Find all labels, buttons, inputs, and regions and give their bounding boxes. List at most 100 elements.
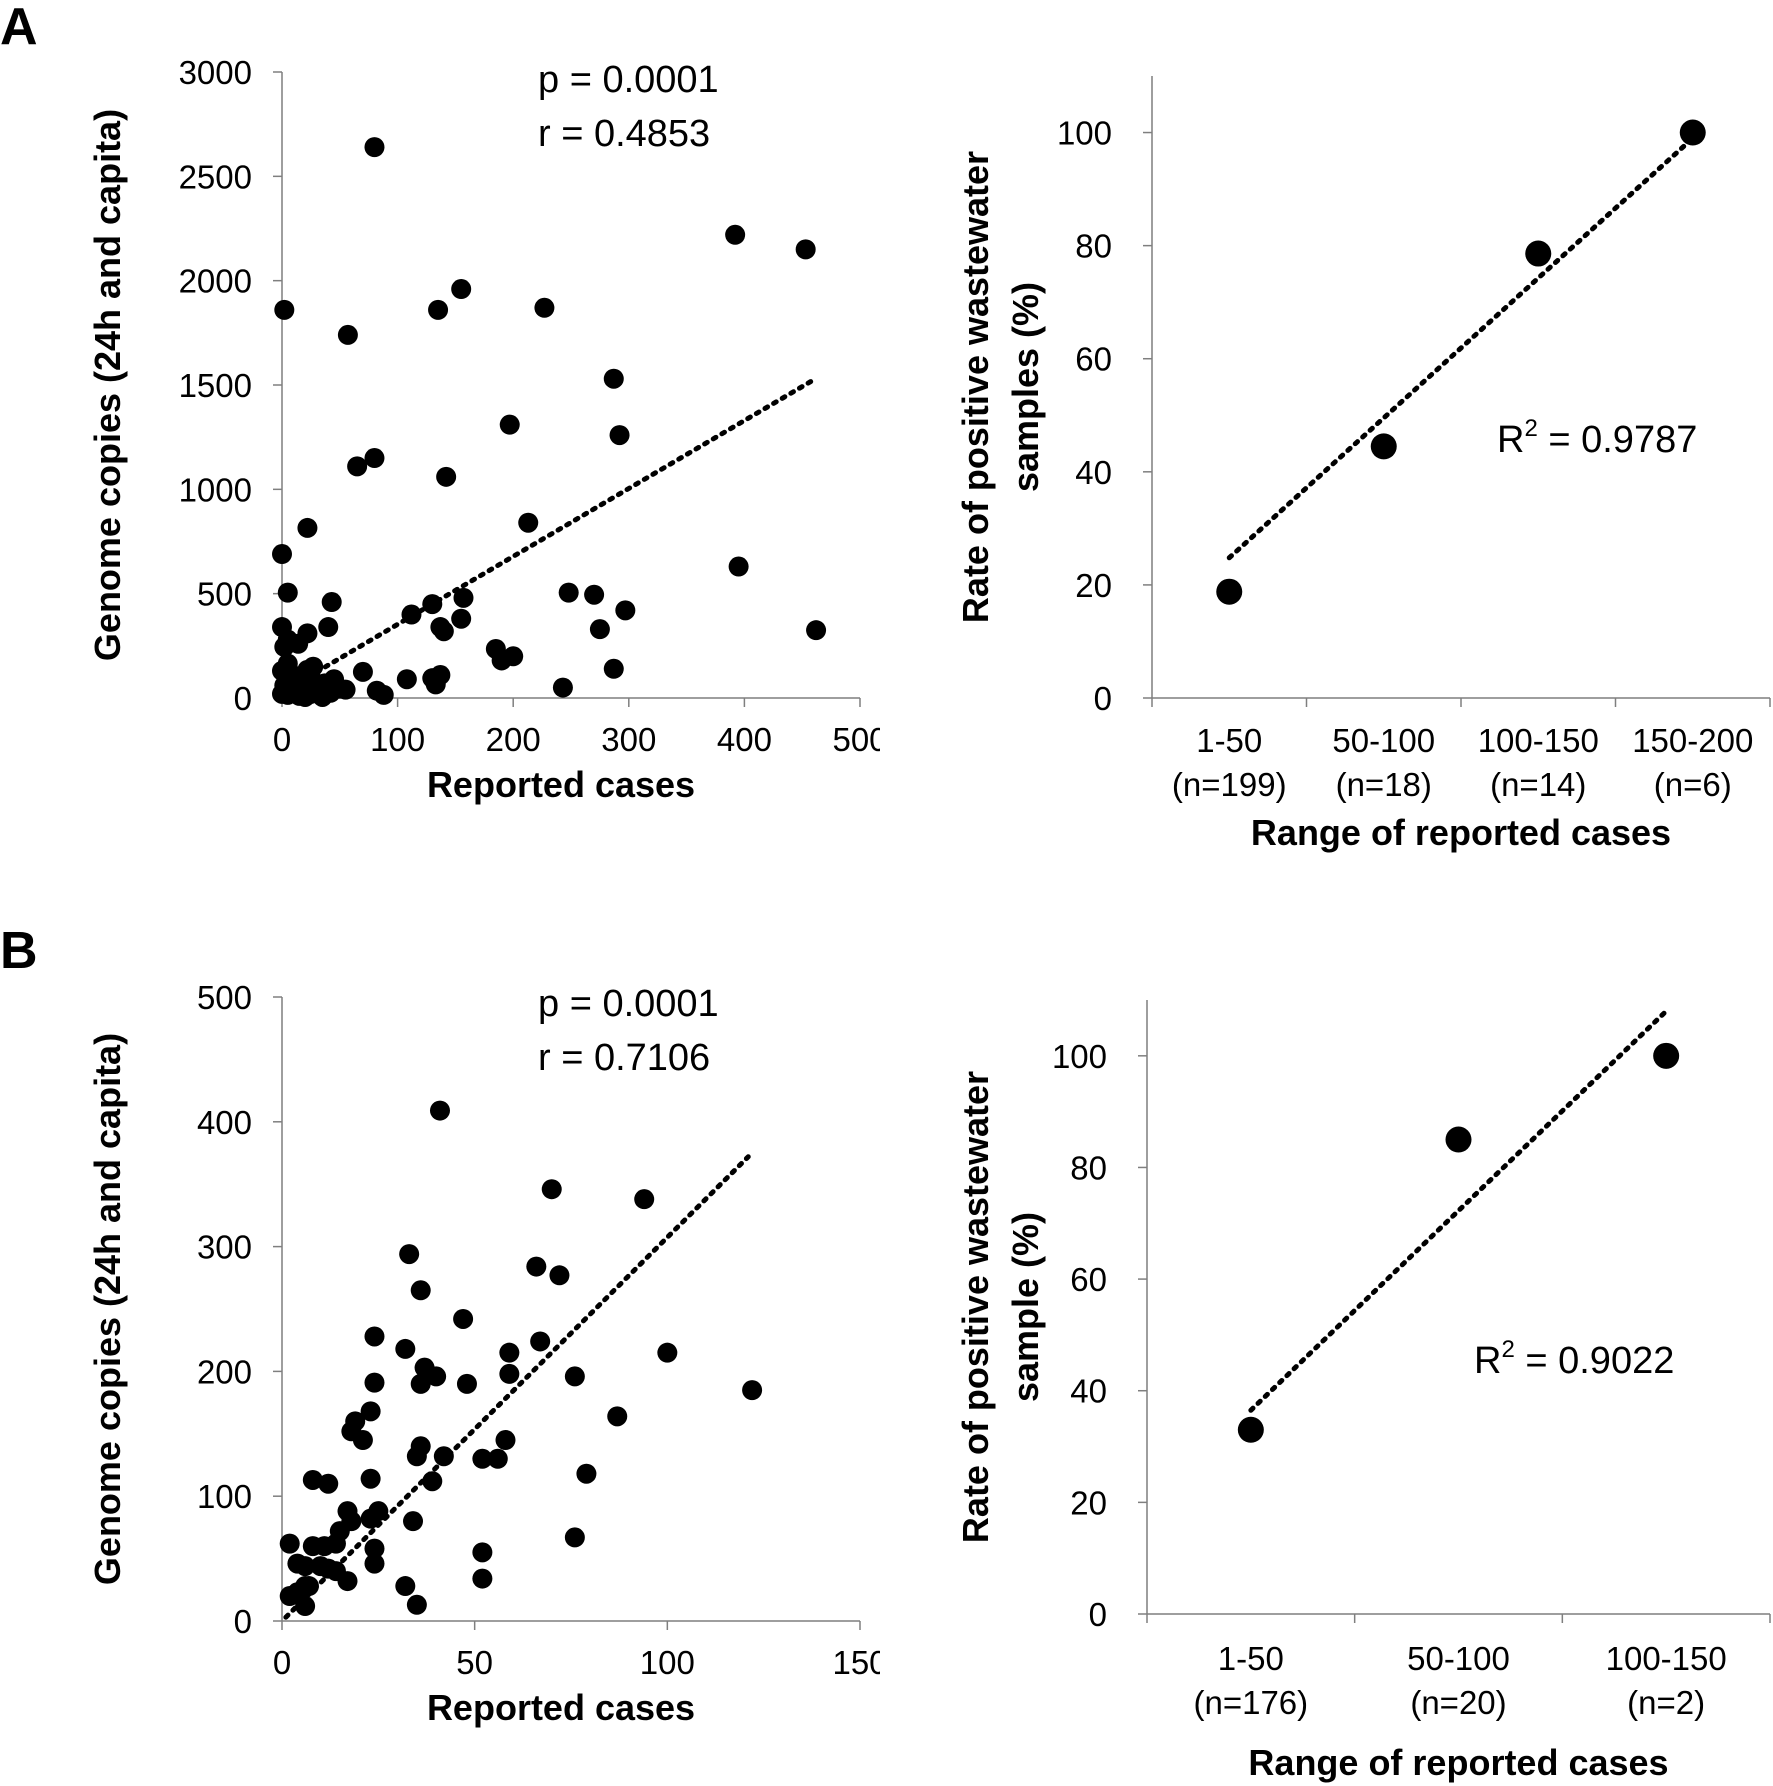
y-tick-label: 100 [1052, 1038, 1107, 1075]
y-tick-label: 60 [1075, 341, 1112, 378]
p-value: p = 0.0001 [538, 59, 719, 101]
y-tick-label: 1000 [179, 471, 252, 508]
data-point [795, 239, 816, 260]
x-tick-label: 200 [486, 721, 541, 758]
data-point [318, 617, 339, 638]
data-point [491, 650, 512, 671]
r-squared-label: R2 = 0.9787 [1497, 415, 1697, 461]
data-point [453, 1308, 474, 1329]
category-n-label: (n=20) [1410, 1684, 1506, 1721]
y-tick-label: 0 [1094, 680, 1112, 717]
data-point [321, 592, 342, 613]
data-point [295, 1596, 316, 1617]
y-tick-label: 20 [1070, 1484, 1107, 1521]
data-point [603, 658, 624, 679]
data-point [433, 621, 454, 642]
data-point [1653, 1042, 1680, 1069]
data-point [360, 1508, 381, 1529]
y-axis-title-line: sample (%) [1005, 1212, 1046, 1402]
y-tick-label: 0 [234, 1603, 252, 1640]
x-axis-title: Range of reported cases [1251, 812, 1671, 853]
x-tick-label: 300 [601, 721, 656, 758]
trendline [283, 1154, 751, 1620]
data-point [603, 368, 624, 389]
r-value: r = 0.7106 [538, 1037, 710, 1079]
y-tick-label: 2000 [179, 263, 252, 300]
data-point [395, 1576, 416, 1597]
y-tick-label: 500 [197, 576, 252, 613]
data-point [1525, 240, 1552, 267]
y-axis-title: Rate of positive wastewater samples (%) [955, 151, 1046, 623]
y-axis-title-line: samples (%) [1005, 282, 1046, 492]
x-tick-label: 50 [456, 1644, 493, 1681]
data-point [451, 608, 472, 629]
data-point [609, 425, 630, 446]
data-point [487, 1448, 508, 1469]
data-point [518, 512, 539, 533]
x-tick-label: 0 [273, 1644, 291, 1681]
category-n-label: (n=199) [1172, 766, 1287, 803]
y-tick-label: 0 [234, 680, 252, 717]
data-point [530, 1331, 551, 1352]
data-point [589, 619, 610, 640]
category-label: 100-150 [1478, 722, 1599, 759]
data-point [352, 1430, 373, 1451]
category-n-label: (n=176) [1193, 1684, 1308, 1721]
y-tick-label: 300 [197, 1229, 252, 1266]
data-point [329, 1521, 350, 1542]
data-point [279, 1533, 300, 1554]
y-tick-label: 100 [197, 1478, 252, 1515]
data-point [302, 1469, 323, 1490]
data-point [426, 1366, 447, 1387]
data-point [495, 1430, 516, 1451]
data-point [499, 1363, 520, 1384]
y-tick-label: 1500 [179, 367, 252, 404]
y-axis-title-line: Rate of positive wastewater [955, 1071, 996, 1543]
data-point [451, 279, 472, 300]
y-axis-title: Genome copies (24h and capita) [87, 109, 128, 661]
category-label: 50-100 [1332, 722, 1435, 759]
data-point [364, 1538, 385, 1559]
data-point [634, 1189, 655, 1210]
data-point [272, 544, 292, 565]
data-point [277, 582, 298, 603]
data-point [364, 448, 385, 469]
data-point [410, 1280, 431, 1301]
data-point [399, 1244, 420, 1265]
data-point [279, 1586, 300, 1607]
y-tick-label: 3000 [179, 54, 252, 91]
data-point [725, 224, 746, 245]
data-point [274, 636, 295, 657]
data-point [295, 1556, 316, 1577]
data-point [526, 1256, 547, 1277]
data-point [1216, 578, 1243, 605]
data-point [541, 1179, 562, 1200]
y-tick-label: 0 [1089, 1596, 1107, 1633]
data-point [428, 299, 449, 320]
data-point [1445, 1126, 1472, 1153]
data-point [472, 1448, 493, 1469]
data-point [436, 466, 457, 487]
category-n-label: (n=14) [1490, 766, 1586, 803]
y-axis-title-line: Rate of positive wastewater [955, 151, 996, 623]
category-n-label: (n=6) [1654, 766, 1732, 803]
data-point [304, 672, 325, 693]
data-point [549, 1265, 570, 1286]
y-tick-label: 400 [197, 1104, 252, 1141]
data-point [499, 414, 520, 435]
data-point [406, 1594, 427, 1615]
data-point [337, 1571, 358, 1592]
data-point [403, 1511, 424, 1532]
data-point [657, 1342, 678, 1363]
data-point [534, 297, 555, 318]
data-point [364, 137, 385, 158]
data-point [728, 556, 749, 577]
data-point [576, 1463, 597, 1484]
y-tick-label: 100 [1057, 115, 1112, 152]
y-tick-label: 60 [1070, 1261, 1107, 1298]
data-point [472, 1542, 493, 1563]
y-tick-label: 80 [1075, 228, 1112, 265]
x-tick-label: 400 [717, 721, 772, 758]
data-point [806, 620, 827, 641]
category-label: 1-50 [1196, 722, 1262, 759]
